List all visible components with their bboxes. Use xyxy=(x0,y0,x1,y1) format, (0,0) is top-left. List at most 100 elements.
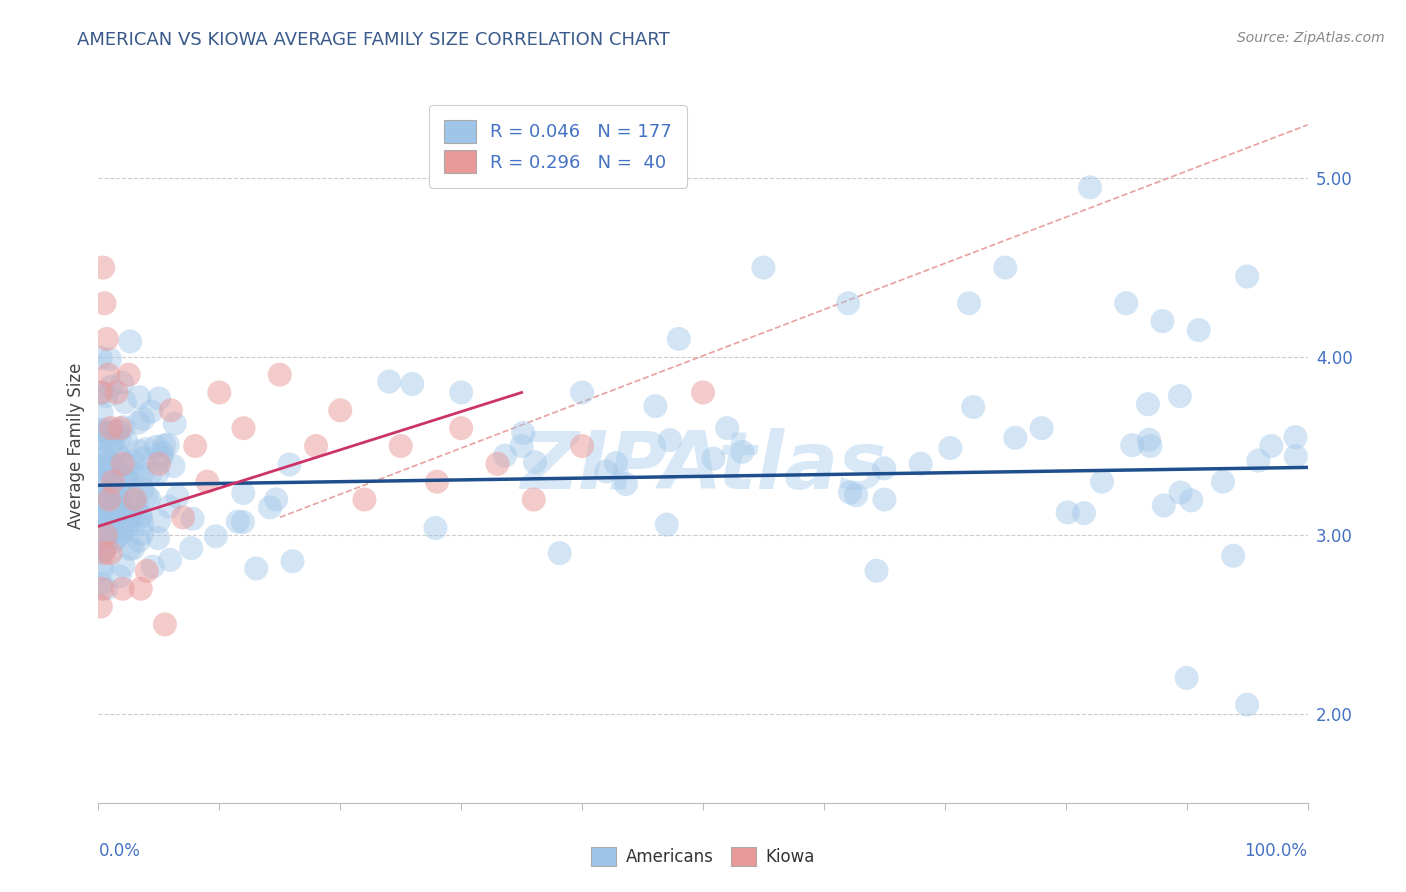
Point xyxy=(94,528,117,542)
Point xyxy=(93,296,115,310)
Point xyxy=(1212,475,1234,489)
Point xyxy=(156,438,179,452)
Point xyxy=(110,489,132,503)
Point xyxy=(100,379,122,393)
Text: ZIPAtlas: ZIPAtlas xyxy=(520,428,886,507)
Point xyxy=(96,450,118,464)
Point xyxy=(104,458,127,473)
Point xyxy=(89,504,111,518)
Point xyxy=(108,569,131,583)
Point xyxy=(129,509,152,524)
Point xyxy=(425,521,447,535)
Point xyxy=(91,385,114,400)
Point xyxy=(128,390,150,404)
Point xyxy=(378,375,401,389)
Point xyxy=(148,514,170,528)
Point xyxy=(87,501,110,516)
Point xyxy=(89,519,111,533)
Point xyxy=(128,444,150,458)
Point xyxy=(1031,421,1053,435)
Point xyxy=(208,385,231,400)
Point xyxy=(1056,506,1078,520)
Point xyxy=(90,504,112,518)
Point xyxy=(259,500,281,515)
Y-axis label: Average Family Size: Average Family Size xyxy=(66,363,84,529)
Point xyxy=(548,546,571,560)
Point xyxy=(644,399,666,413)
Point xyxy=(837,296,859,310)
Point xyxy=(486,457,509,471)
Point xyxy=(89,351,111,365)
Point xyxy=(100,484,122,499)
Point xyxy=(122,467,145,482)
Legend: R = 0.046   N = 177, R = 0.296   N =  40: R = 0.046 N = 177, R = 0.296 N = 40 xyxy=(429,105,686,188)
Point xyxy=(510,439,533,453)
Point xyxy=(98,467,121,481)
Point xyxy=(329,403,352,417)
Point xyxy=(1222,549,1244,563)
Point xyxy=(1078,180,1101,194)
Point xyxy=(571,439,593,453)
Text: 100.0%: 100.0% xyxy=(1244,842,1308,860)
Point xyxy=(226,515,249,529)
Point xyxy=(96,462,118,476)
Point xyxy=(87,509,110,524)
Point xyxy=(939,441,962,455)
Point xyxy=(91,448,114,462)
Point xyxy=(571,385,593,400)
Point xyxy=(96,332,118,346)
Point xyxy=(101,475,124,489)
Point xyxy=(100,546,122,560)
Point xyxy=(100,421,122,435)
Point xyxy=(105,445,128,459)
Point xyxy=(232,486,254,500)
Point xyxy=(605,456,627,470)
Point xyxy=(135,564,157,578)
Point xyxy=(153,617,176,632)
Point xyxy=(595,464,617,478)
Text: Source: ZipAtlas.com: Source: ZipAtlas.com xyxy=(1237,31,1385,45)
Point xyxy=(659,433,682,447)
Point xyxy=(162,458,184,473)
Point xyxy=(873,492,896,507)
Point xyxy=(1175,671,1198,685)
Point xyxy=(98,492,121,507)
Point xyxy=(1168,389,1191,403)
Point xyxy=(172,510,194,524)
Point xyxy=(94,491,117,506)
Point xyxy=(100,527,122,541)
Point xyxy=(114,395,136,409)
Point xyxy=(93,458,115,472)
Point xyxy=(117,469,139,483)
Point xyxy=(353,492,375,507)
Point xyxy=(89,511,111,525)
Point xyxy=(91,458,114,473)
Point xyxy=(94,510,117,524)
Point xyxy=(107,491,129,506)
Point xyxy=(104,503,127,517)
Point xyxy=(131,483,153,497)
Point xyxy=(105,385,128,400)
Point xyxy=(117,508,139,523)
Point xyxy=(245,561,267,575)
Point xyxy=(450,421,472,435)
Point xyxy=(90,599,112,614)
Point xyxy=(150,450,173,465)
Point xyxy=(181,512,204,526)
Point xyxy=(91,492,114,507)
Point xyxy=(94,426,117,441)
Point xyxy=(1136,397,1159,411)
Point xyxy=(655,517,678,532)
Point xyxy=(994,260,1017,275)
Point xyxy=(1260,439,1282,453)
Point xyxy=(873,461,896,475)
Point xyxy=(108,431,131,445)
Point xyxy=(146,466,169,480)
Point xyxy=(104,459,127,474)
Point xyxy=(157,500,180,514)
Text: 0.0%: 0.0% xyxy=(98,842,141,860)
Point xyxy=(108,450,131,464)
Point xyxy=(100,503,122,517)
Point xyxy=(1073,506,1095,520)
Point xyxy=(93,463,115,477)
